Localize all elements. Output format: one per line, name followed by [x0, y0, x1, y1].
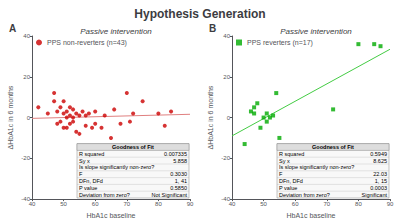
svg-text:0: 0 [227, 115, 231, 121]
svg-text:Deviation from zero?: Deviation from zero? [79, 192, 130, 198]
svg-text:70: 70 [123, 201, 130, 207]
svg-text:90: 90 [387, 201, 394, 207]
svg-text:R squared: R squared [279, 151, 304, 157]
svg-text:80: 80 [155, 201, 162, 207]
svg-text:40: 40 [223, 33, 230, 39]
svg-text:Hypothesis Generation: Hypothesis Generation [134, 7, 265, 21]
svg-text:Deviation from zero?: Deviation from zero? [279, 192, 330, 198]
svg-text:Significant: Significant [362, 192, 388, 198]
svg-text:0.3030: 0.3030 [170, 171, 187, 177]
svg-text:-20: -20 [21, 155, 30, 161]
svg-text:Passive intervention: Passive intervention [280, 27, 352, 36]
svg-text:PPS reverters (n=17): PPS reverters (n=17) [247, 39, 313, 47]
svg-text:-40: -40 [21, 196, 30, 203]
svg-text:R squared: R squared [79, 151, 104, 157]
svg-text:70: 70 [323, 201, 330, 207]
svg-text:Is slope significantly non-zer: Is slope significantly non-zero? [279, 164, 354, 170]
svg-text:Not Significant: Not Significant [152, 192, 188, 198]
svg-text:B: B [209, 23, 216, 34]
svg-text:60: 60 [92, 201, 99, 207]
svg-text:Sy x: Sy x [79, 158, 90, 164]
svg-text:DFn, DFd: DFn, DFd [279, 178, 303, 184]
svg-text:DFn, DFd: DFn, DFd [79, 178, 103, 184]
svg-text:F: F [279, 171, 283, 177]
svg-text:50: 50 [60, 201, 67, 207]
svg-text:1, 15: 1, 15 [375, 178, 387, 184]
svg-text:0.007335: 0.007335 [164, 151, 187, 157]
svg-text:60: 60 [292, 201, 299, 207]
svg-text:80: 80 [355, 201, 362, 207]
svg-text:Passive intervention: Passive intervention [80, 27, 152, 36]
svg-text:1, 41: 1, 41 [175, 178, 187, 184]
svg-text:F: F [79, 171, 83, 177]
svg-text:90: 90 [187, 201, 194, 207]
svg-text:0: 0 [27, 115, 31, 121]
svg-text:0.5949: 0.5949 [370, 151, 387, 157]
svg-text:8.625: 8.625 [373, 158, 387, 164]
svg-text:22.03: 22.03 [373, 171, 387, 177]
svg-text:Is slope significantly non-zer: Is slope significantly non-zero? [79, 164, 154, 170]
svg-text:Goodness of Fit: Goodness of Fit [312, 144, 354, 150]
svg-text:40: 40 [229, 201, 236, 207]
svg-text:ΔHbA1c in 6 months: ΔHbA1c in 6 months [207, 85, 214, 149]
svg-text:-40: -40 [221, 196, 230, 203]
svg-text:ΔHbA1c in 6 months: ΔHbA1c in 6 months [7, 85, 14, 149]
svg-text:PPS non-reverters (n=43): PPS non-reverters (n=43) [47, 39, 127, 47]
svg-text:Sy x: Sy x [279, 158, 290, 164]
svg-text:A: A [9, 23, 16, 34]
svg-text:0.0003: 0.0003 [370, 185, 387, 191]
svg-text:40: 40 [29, 201, 36, 207]
svg-text:20: 20 [223, 74, 230, 80]
svg-text:20: 20 [23, 74, 30, 80]
svg-text:P value: P value [79, 185, 97, 191]
svg-text:-20: -20 [221, 155, 230, 161]
svg-text:P value: P value [279, 185, 297, 191]
svg-text:40: 40 [23, 33, 30, 39]
svg-text:50: 50 [260, 201, 267, 207]
svg-text:HbA1c baseline: HbA1c baseline [86, 212, 135, 219]
svg-text:0.5850: 0.5850 [170, 185, 187, 191]
svg-text:5.858: 5.858 [173, 158, 187, 164]
svg-text:HbA1c baseline: HbA1c baseline [286, 212, 335, 219]
svg-text:Goodness of Fit: Goodness of Fit [112, 144, 154, 150]
